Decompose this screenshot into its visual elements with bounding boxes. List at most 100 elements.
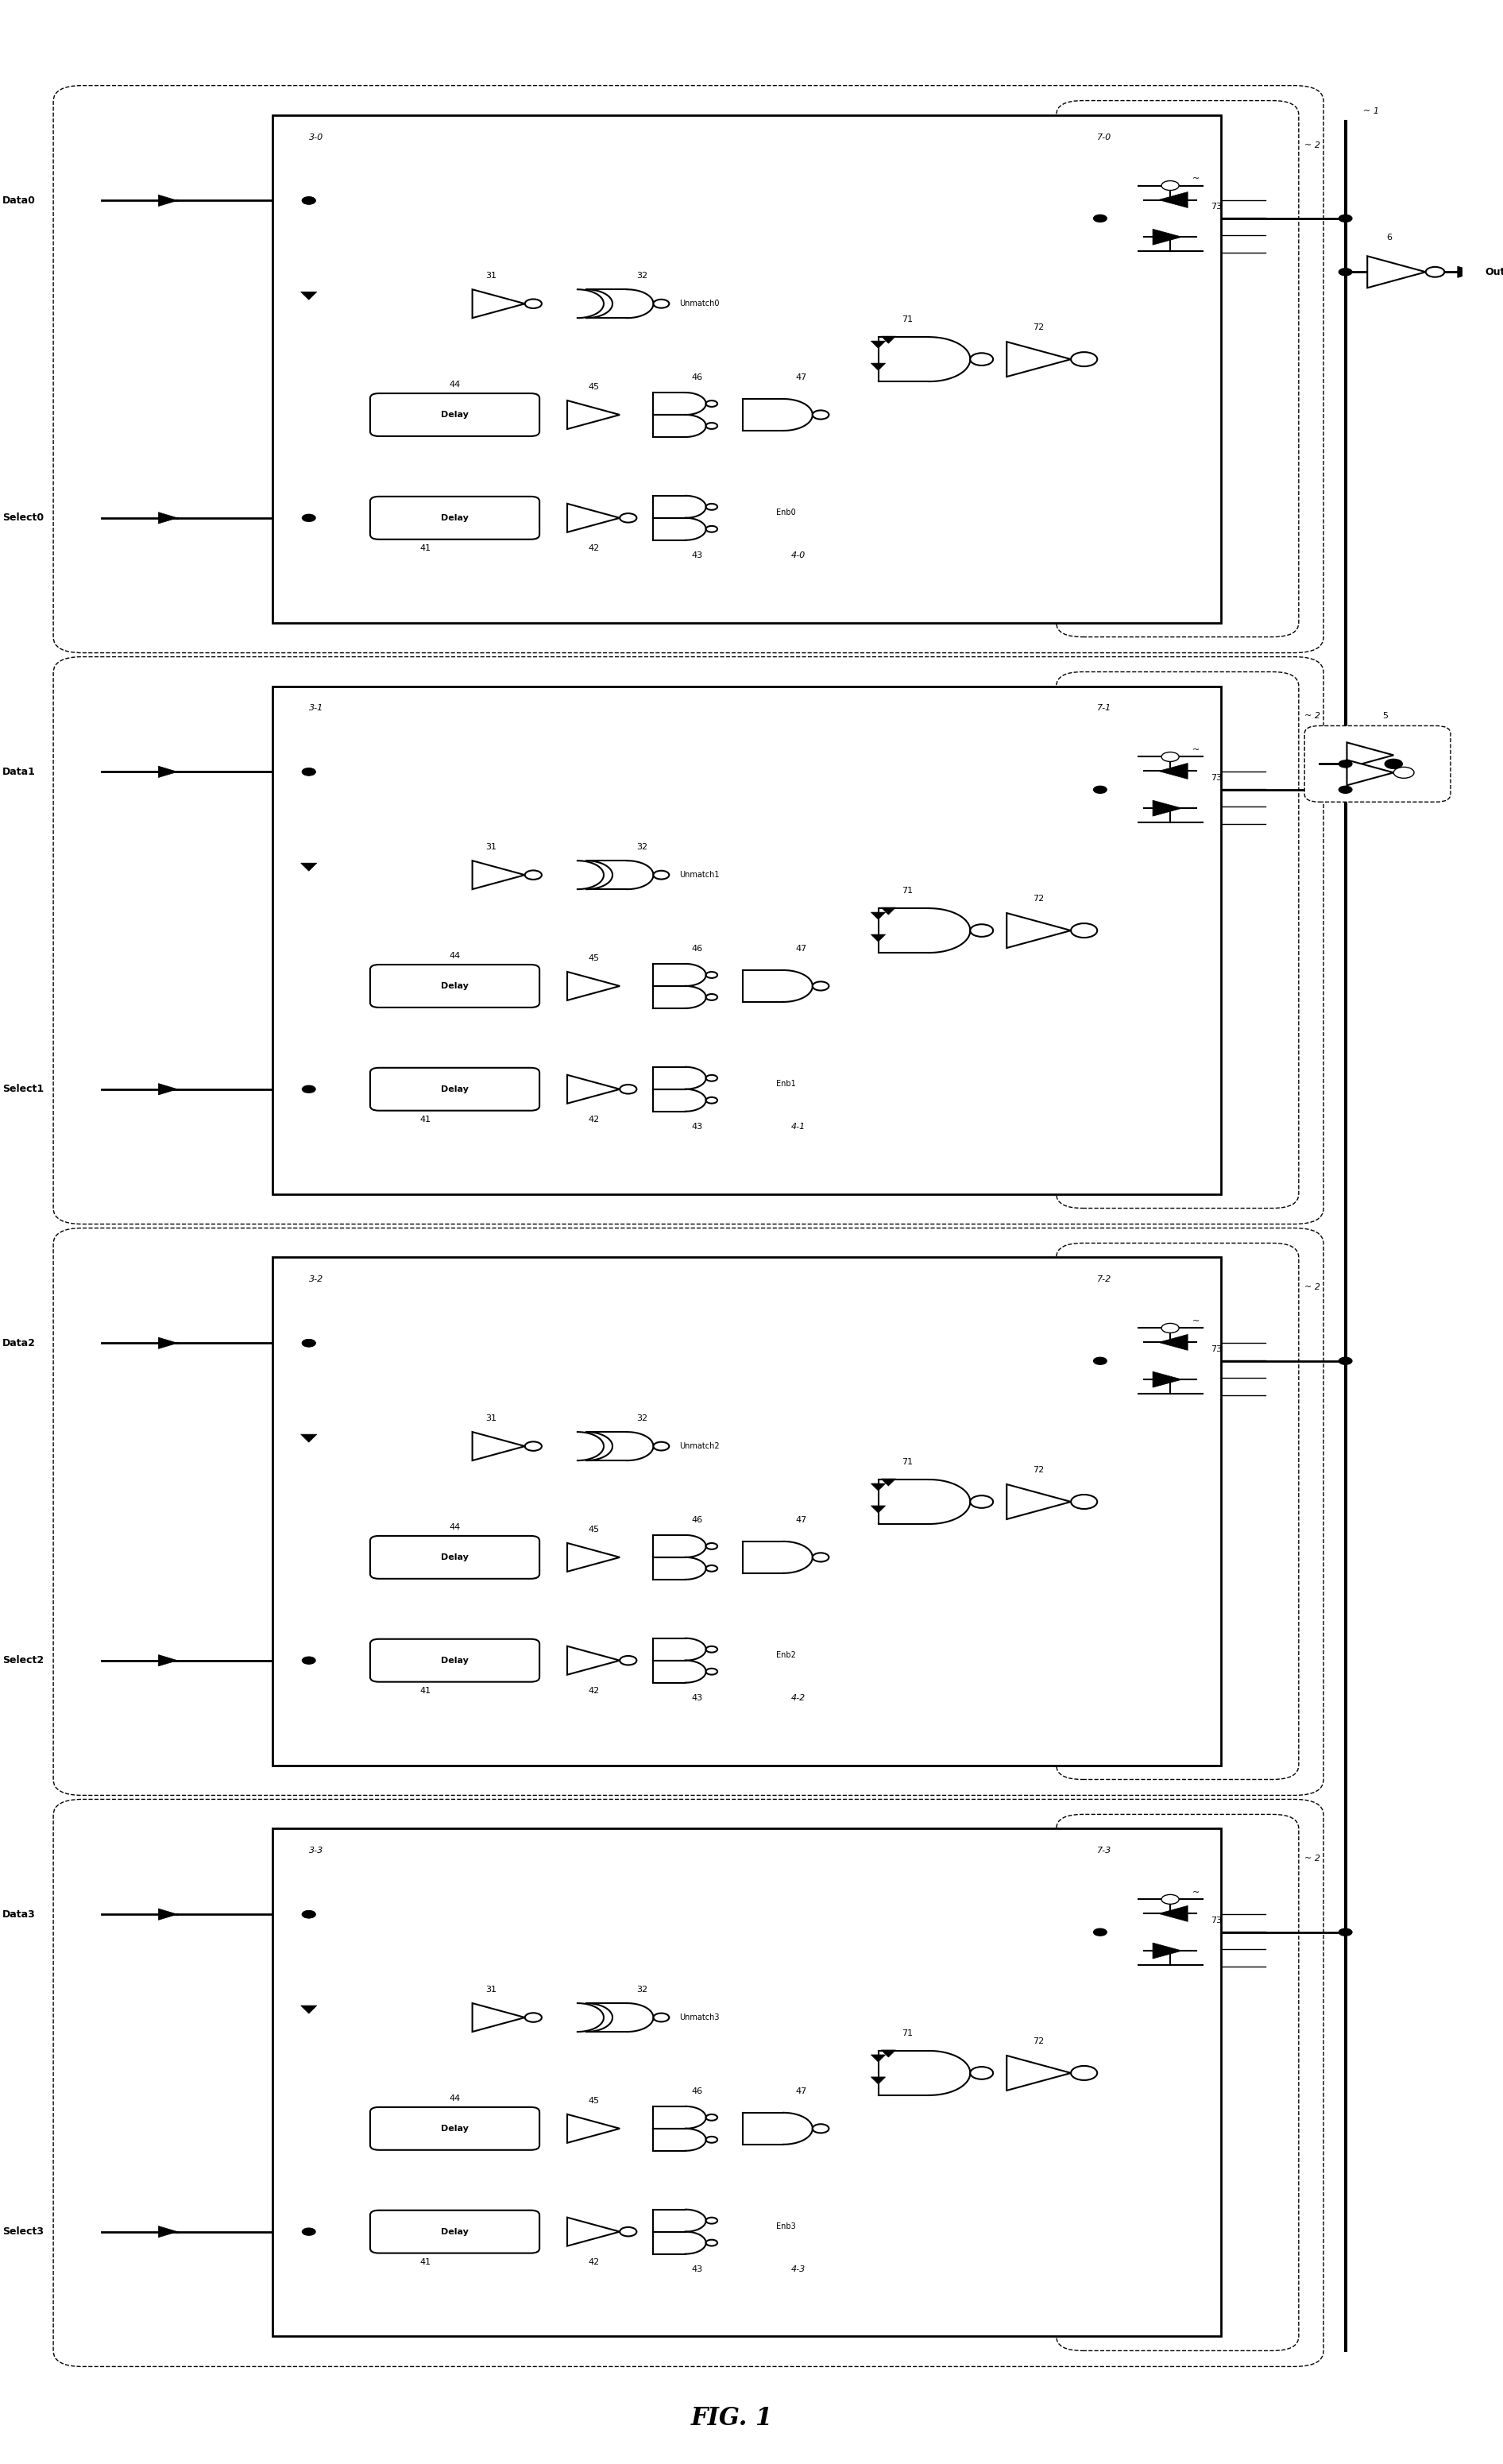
- Text: Delay: Delay: [440, 1552, 469, 1562]
- Circle shape: [706, 1074, 717, 1082]
- Circle shape: [525, 298, 541, 308]
- Circle shape: [302, 1087, 316, 1092]
- Circle shape: [1384, 759, 1402, 769]
- Text: 47: 47: [795, 2087, 807, 2094]
- Text: Unmatch2: Unmatch2: [679, 1441, 720, 1451]
- Text: 46: 46: [691, 2087, 703, 2094]
- Text: Data3: Data3: [2, 1910, 36, 1919]
- FancyBboxPatch shape: [370, 1535, 540, 1579]
- Text: 32: 32: [636, 271, 648, 281]
- Text: 6: 6: [1386, 234, 1392, 241]
- Circle shape: [706, 971, 717, 978]
- FancyBboxPatch shape: [272, 1828, 1222, 2336]
- Text: 73: 73: [1211, 1345, 1222, 1353]
- FancyBboxPatch shape: [1057, 101, 1299, 636]
- Circle shape: [1339, 214, 1353, 222]
- Text: 43: 43: [691, 552, 703, 559]
- Text: 7-0: 7-0: [1097, 133, 1112, 140]
- Circle shape: [1393, 766, 1414, 779]
- Circle shape: [1094, 1929, 1106, 1937]
- Circle shape: [1339, 761, 1353, 766]
- Polygon shape: [1347, 742, 1393, 769]
- Text: 44: 44: [449, 1523, 460, 1530]
- Polygon shape: [567, 503, 619, 532]
- Polygon shape: [872, 2055, 885, 2062]
- Text: 45: 45: [588, 2097, 600, 2104]
- Circle shape: [971, 352, 993, 365]
- Circle shape: [1162, 180, 1178, 190]
- Text: 46: 46: [691, 1515, 703, 1523]
- FancyBboxPatch shape: [1305, 727, 1450, 801]
- Polygon shape: [872, 2077, 885, 2085]
- Circle shape: [302, 197, 316, 205]
- Circle shape: [813, 1552, 828, 1562]
- Polygon shape: [1153, 1942, 1181, 1959]
- Text: 72: 72: [1033, 894, 1045, 902]
- Text: ~ 2: ~ 2: [1305, 140, 1321, 148]
- FancyBboxPatch shape: [326, 1400, 785, 1501]
- Text: 47: 47: [795, 1515, 807, 1523]
- Text: 71: 71: [902, 1459, 912, 1466]
- Polygon shape: [567, 2218, 619, 2247]
- Text: 72: 72: [1033, 1466, 1045, 1473]
- Polygon shape: [567, 1646, 619, 1676]
- Text: 4-3: 4-3: [791, 2264, 806, 2272]
- Text: Out: Out: [1485, 266, 1503, 276]
- Text: ~ 2: ~ 2: [1305, 1855, 1321, 1863]
- Circle shape: [706, 2136, 717, 2144]
- Circle shape: [1162, 1895, 1178, 1905]
- Circle shape: [1162, 752, 1178, 761]
- Text: 4-1: 4-1: [791, 1124, 806, 1131]
- Polygon shape: [567, 1074, 619, 1104]
- Text: 41: 41: [419, 1116, 431, 1124]
- FancyBboxPatch shape: [326, 828, 785, 929]
- Polygon shape: [158, 195, 177, 207]
- FancyBboxPatch shape: [53, 658, 1324, 1225]
- Polygon shape: [158, 766, 177, 779]
- Polygon shape: [1153, 229, 1181, 244]
- Text: 45: 45: [588, 382, 600, 392]
- Circle shape: [706, 1565, 717, 1572]
- Polygon shape: [1007, 342, 1072, 377]
- Circle shape: [302, 769, 316, 776]
- Text: ~: ~: [1192, 1318, 1199, 1326]
- Circle shape: [1339, 1358, 1353, 1365]
- Text: ~ 1: ~ 1: [1363, 106, 1378, 116]
- Text: 41: 41: [419, 2257, 431, 2267]
- Text: ~: ~: [1192, 1887, 1199, 1897]
- Text: 44: 44: [449, 951, 460, 961]
- Text: Delay: Delay: [440, 2227, 469, 2235]
- FancyBboxPatch shape: [272, 685, 1222, 1195]
- Circle shape: [302, 1340, 316, 1348]
- Polygon shape: [158, 1656, 177, 1666]
- Circle shape: [706, 402, 717, 407]
- Text: 46: 46: [691, 375, 703, 382]
- Text: 71: 71: [902, 887, 912, 894]
- FancyBboxPatch shape: [272, 1257, 1222, 1764]
- FancyBboxPatch shape: [53, 1227, 1324, 1796]
- Text: Delay: Delay: [440, 983, 469, 991]
- Polygon shape: [472, 860, 525, 890]
- Polygon shape: [872, 1483, 885, 1491]
- FancyBboxPatch shape: [370, 963, 540, 1008]
- Polygon shape: [158, 1338, 177, 1348]
- Polygon shape: [1368, 256, 1426, 288]
- Polygon shape: [158, 513, 177, 522]
- Circle shape: [302, 769, 316, 776]
- Circle shape: [302, 2227, 316, 2235]
- Polygon shape: [567, 1542, 619, 1572]
- Circle shape: [971, 2067, 993, 2080]
- Polygon shape: [472, 1432, 525, 1461]
- Circle shape: [302, 515, 316, 522]
- Circle shape: [525, 1441, 541, 1451]
- Circle shape: [706, 2240, 717, 2245]
- Circle shape: [619, 1656, 637, 1666]
- Polygon shape: [1007, 914, 1072, 949]
- FancyBboxPatch shape: [370, 1067, 540, 1111]
- Circle shape: [813, 981, 828, 991]
- Circle shape: [1094, 1358, 1106, 1365]
- Circle shape: [706, 1542, 717, 1550]
- Text: 31: 31: [485, 1986, 497, 1993]
- Text: 32: 32: [636, 843, 648, 850]
- Circle shape: [1072, 924, 1097, 939]
